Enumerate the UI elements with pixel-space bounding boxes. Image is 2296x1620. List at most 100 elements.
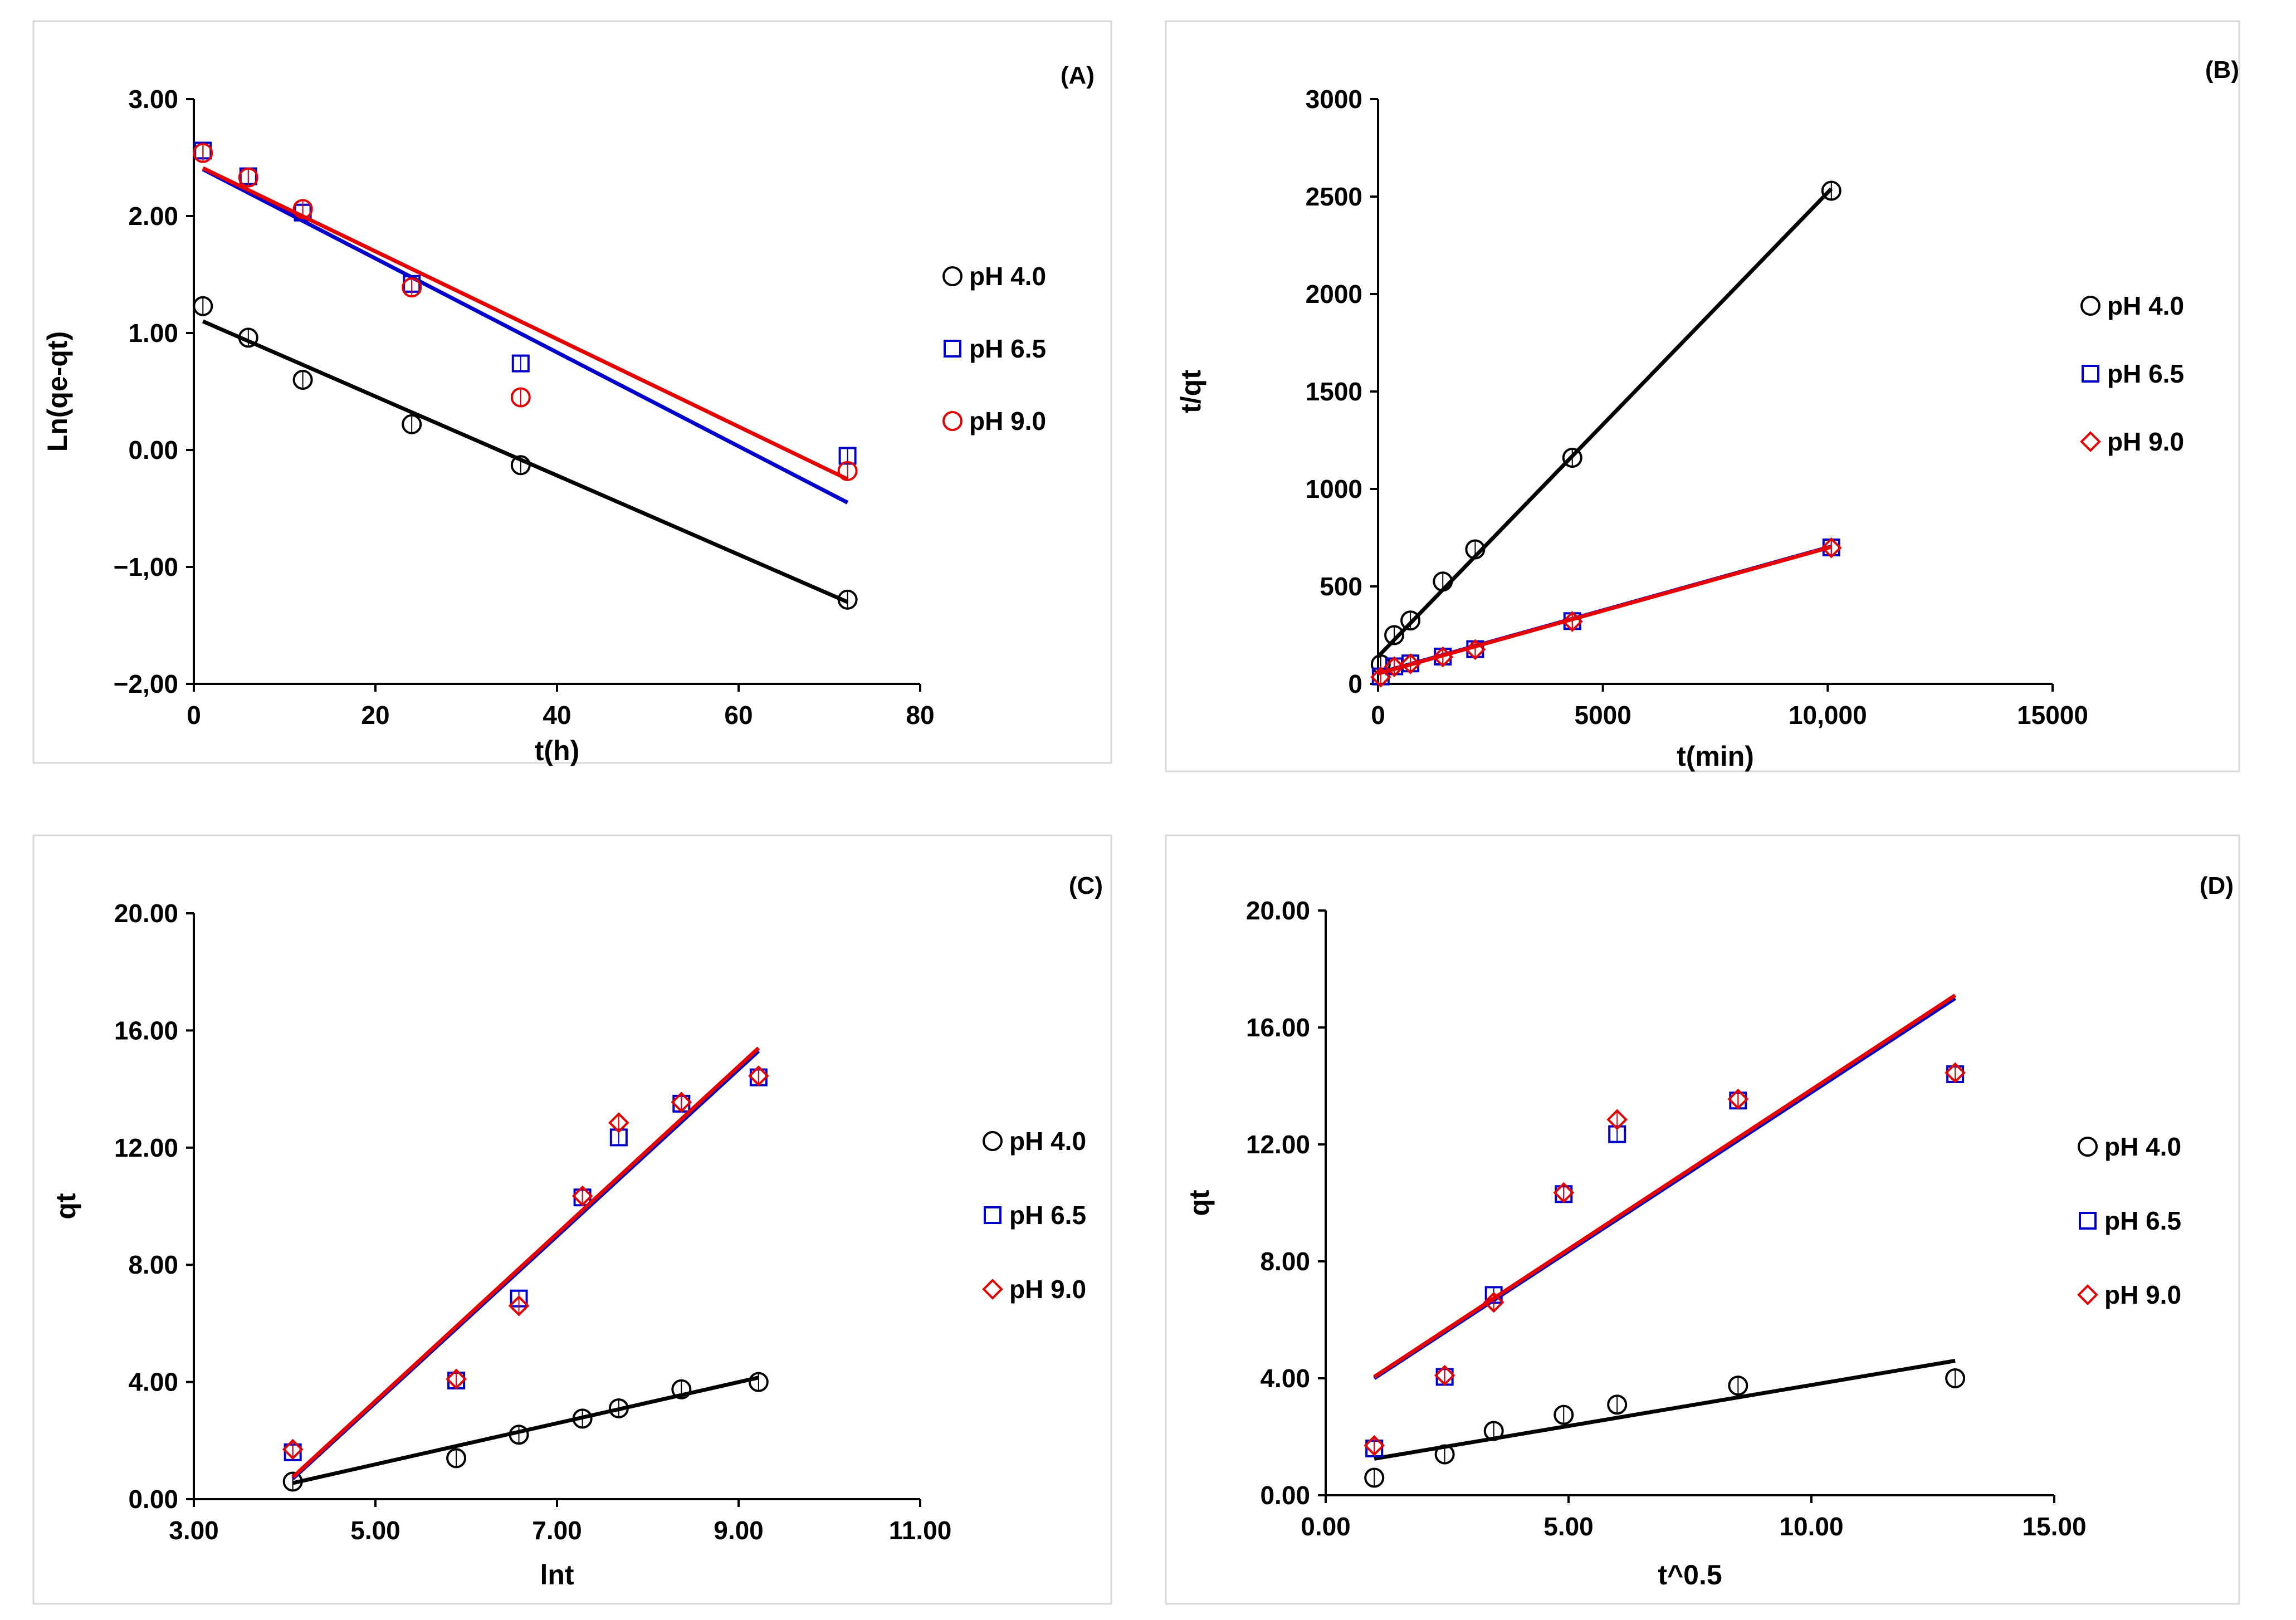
y-tick-label: −2,00	[114, 669, 178, 698]
x-tick-label: 3.00	[169, 1516, 219, 1545]
x-axis-title: lnt	[540, 1559, 574, 1590]
y-tick-label: −1,00	[114, 552, 178, 581]
legend-entry: pH 4.0	[2078, 1132, 2181, 1161]
fit-line	[202, 319, 848, 604]
legend-label: pH 9.0	[969, 407, 1046, 435]
panel-label: (B)	[2205, 56, 2239, 84]
data-point	[1434, 1364, 1455, 1386]
x-tick-label: 10,000	[1789, 701, 1867, 730]
x-tick-label: 11.00	[889, 1516, 952, 1545]
data-point	[572, 1408, 593, 1429]
panel-c: 0.00 4.00 8.00 12.00 16.00 20.00 3.00 5.00 7.00 9…	[32, 834, 1112, 1605]
series-ph-9-0	[282, 1046, 769, 1479]
data-point	[1433, 571, 1453, 592]
y-tick-label: 2.00	[128, 202, 178, 231]
data-point	[1561, 611, 1583, 632]
y-axis-title: Ln(qe-qt)	[42, 331, 73, 452]
y-tick-label: 16.00	[1246, 1013, 1310, 1042]
x-tick-label: 5.00	[350, 1516, 400, 1545]
x-tick-label: 7.00	[532, 1516, 582, 1545]
legend-entry: pH 9.0	[2080, 427, 2184, 456]
fit-line	[202, 167, 849, 505]
data-point	[1483, 1291, 1504, 1313]
data-point	[446, 1448, 467, 1469]
data-point	[671, 1092, 692, 1113]
data-point	[1432, 646, 1454, 668]
legend-marker	[983, 1131, 1003, 1151]
y-axis-title: qt	[50, 1193, 81, 1220]
y-tick-label: 16.00	[114, 1016, 178, 1045]
legend-entry: pH 6.5	[984, 1201, 1086, 1230]
fit-line	[1374, 1359, 1956, 1461]
y-tick-label: 3000	[1306, 85, 1362, 114]
legend-entry: pH 9.0	[2077, 1280, 2181, 1309]
y-tick-label: 8.00	[128, 1250, 178, 1279]
data-point	[510, 387, 531, 408]
y-tick-label: 12.00	[114, 1133, 178, 1162]
fit-line	[1377, 545, 1832, 676]
fit-line	[202, 166, 849, 481]
y-tick-label: 4.00	[128, 1368, 178, 1397]
y-tick-label: 500	[1320, 572, 1362, 601]
fit-line	[291, 1046, 760, 1479]
legend-entry: pH 6.5	[2082, 359, 2184, 388]
data-point	[571, 1185, 593, 1207]
data-point	[508, 1295, 530, 1316]
legend-marker	[2077, 1284, 2098, 1305]
data-point	[1370, 666, 1391, 688]
series-ph-4-0	[193, 296, 858, 610]
data-point	[1554, 1404, 1574, 1425]
legend-label: pH 6.5	[1009, 1201, 1086, 1230]
legend-label: pH 9.0	[2104, 1280, 2181, 1309]
panel-frame	[32, 20, 1112, 764]
data-point	[1727, 1088, 1749, 1110]
x-tick-label: 40	[543, 701, 571, 730]
data-point	[608, 1112, 629, 1133]
series-ph-9-0	[193, 143, 858, 481]
y-tick-label: 2000	[1306, 280, 1362, 309]
legend-marker	[942, 411, 963, 431]
data-point	[292, 199, 313, 219]
x-tick-label: 5000	[1574, 701, 1631, 730]
series-ph-9-0	[1364, 993, 1966, 1456]
x-tick-label: 0	[187, 701, 201, 730]
data-point	[1483, 1421, 1504, 1441]
data-point	[608, 1398, 629, 1418]
panel-label: (C)	[1069, 872, 1103, 899]
data-point	[1728, 1376, 1748, 1396]
x-axis-title: t(min)	[1677, 741, 1754, 772]
data-point	[1607, 1394, 1628, 1415]
data-point	[1562, 448, 1582, 468]
legend-label: pH 4.0	[969, 262, 1046, 291]
data-point	[1364, 1467, 1385, 1488]
legend-entry: pH 6.5	[944, 334, 1046, 363]
data-point	[1465, 539, 1486, 560]
y-tick-label: 0.00	[128, 435, 178, 464]
legend-label: pH 4.0	[2104, 1132, 2181, 1161]
series-ph-9-0	[1370, 537, 1842, 688]
y-tick-label: 3.00	[128, 85, 178, 114]
data-point	[1945, 1062, 1966, 1084]
x-tick-label: 0	[1371, 701, 1385, 730]
legend-label: pH 6.5	[969, 334, 1046, 363]
legend-label: pH 9.0	[2107, 427, 2184, 456]
y-axis-title: qt	[1184, 1190, 1215, 1216]
data-point	[1553, 1182, 1575, 1203]
legend-entry: pH 9.0	[942, 407, 1046, 435]
data-point	[402, 277, 422, 298]
legend-entry: pH 4.0	[2080, 291, 2184, 320]
data-point	[282, 1438, 304, 1460]
y-tick-label: 4.00	[1260, 1364, 1310, 1393]
fit-line	[1373, 993, 1957, 1379]
data-point	[238, 167, 258, 188]
data-point	[1400, 653, 1421, 674]
data-point	[509, 1425, 529, 1445]
data-point	[1820, 537, 1842, 559]
data-point	[402, 414, 422, 434]
x-tick-label: 0.00	[1301, 1512, 1351, 1541]
series-ph-4-0	[1364, 1359, 1966, 1488]
legend-label: pH 6.5	[2107, 359, 2184, 388]
data-point	[1364, 1435, 1385, 1456]
data-point	[1464, 639, 1486, 660]
y-tick-label: 2500	[1306, 182, 1362, 211]
